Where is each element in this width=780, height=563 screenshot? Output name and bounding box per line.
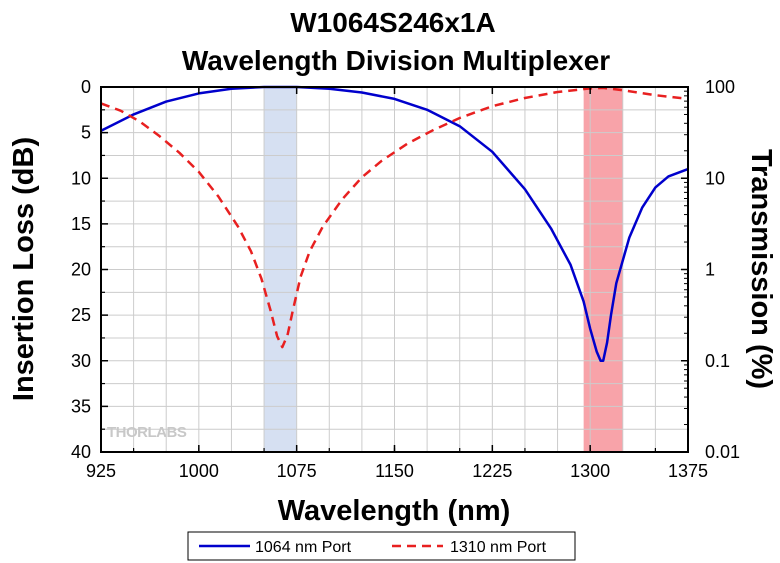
x-tick-label: 925 — [86, 461, 116, 481]
y-tick-label: 5 — [81, 123, 91, 143]
y-tick-label: 0 — [81, 77, 91, 97]
y-axis-label: Insertion Loss (dB) — [8, 137, 40, 401]
grid-lines — [101, 87, 688, 452]
y-tick-labels: 0 5 10 15 20 25 30 35 40 — [71, 77, 91, 462]
y2-tick-label: 0.1 — [705, 351, 730, 371]
x-tick-labels: 925 1000 1075 1150 1225 1300 1375 — [86, 461, 708, 481]
legend-box — [187, 531, 576, 561]
y2-tick-label: 10 — [705, 168, 725, 188]
x-axis-label: Wavelength (nm) — [278, 495, 511, 527]
y-tick-label: 35 — [71, 396, 91, 416]
tick-marks — [100, 86, 689, 453]
chart-title-line1: W1064S246x1A — [290, 7, 495, 38]
x-tick-label: 1000 — [179, 461, 219, 481]
legend-label-1064: 1064 nm Port — [255, 539, 352, 556]
legend: 1064 nm Port 1310 nm Port — [187, 531, 576, 561]
y2-tick-labels: 100 10 1 0.1 0.01 — [705, 77, 740, 462]
y2-axis-label: Transmission (%) — [745, 149, 777, 389]
y-tick-label: 20 — [71, 260, 91, 280]
x-tick-label: 1225 — [472, 461, 512, 481]
x-tick-label: 1375 — [668, 461, 708, 481]
y-tick-label: 25 — [71, 305, 91, 325]
x-tick-label: 1150 — [375, 461, 414, 481]
legend-label-1310: 1310 nm Port — [450, 539, 547, 556]
x-tick-label: 1300 — [570, 461, 610, 481]
y-tick-label: 30 — [71, 351, 91, 371]
y-tick-label: 10 — [71, 168, 91, 188]
y2-tick-label: 1 — [705, 260, 715, 280]
svg-text:THORLABS: THORLABS — [107, 424, 187, 441]
y-tick-label: 40 — [71, 442, 91, 462]
series-line-1310 — [100, 86, 689, 349]
y2-tick-label: 0.01 — [705, 442, 740, 462]
chart-title-line2: Wavelength Division Multiplexer — [182, 45, 610, 76]
y-tick-label: 15 — [71, 214, 91, 234]
y2-tick-label: 100 — [705, 77, 735, 97]
x-tick-label: 1075 — [277, 461, 317, 481]
thorlabs-logo: THORLABS — [107, 424, 187, 441]
